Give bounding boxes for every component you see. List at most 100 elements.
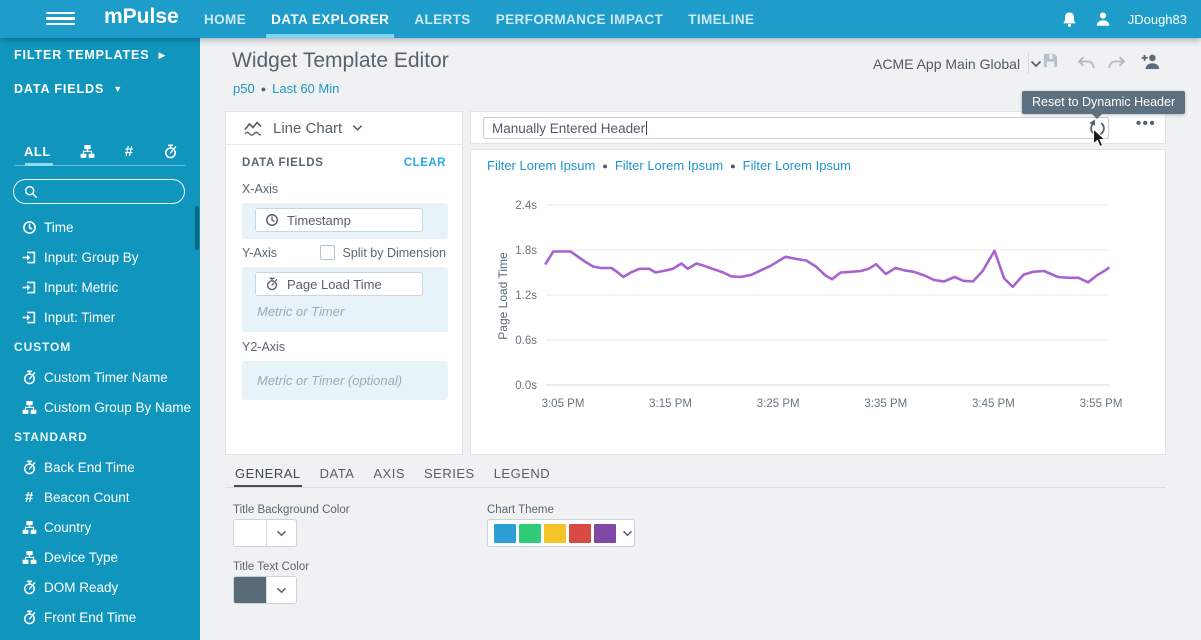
- sidebar-item-input-timer[interactable]: Input: Timer: [0, 302, 200, 332]
- chart-type-selector[interactable]: Line Chart: [226, 112, 462, 145]
- add-user-button[interactable]: [1140, 52, 1160, 70]
- theme-swatch: [544, 523, 566, 543]
- widget-header-input[interactable]: Manually Entered Header: [483, 117, 1109, 139]
- sitemap-icon: [21, 399, 37, 415]
- active-tab-underline: [25, 163, 53, 166]
- svg-text:3:25 PM: 3:25 PM: [757, 398, 800, 410]
- sidebar-item-beacon-count[interactable]: # Beacon Count: [0, 482, 200, 512]
- sidebar-item-custom-timer-name[interactable]: Custom Timer Name: [0, 362, 200, 392]
- split-by-dimension-label: Split by Dimension: [342, 245, 446, 260]
- sidebar-tabs: ALL #: [24, 138, 178, 164]
- sidebar-item-back-end-time[interactable]: Back End Time: [0, 452, 200, 482]
- sidebar-item-country[interactable]: Country: [0, 512, 200, 542]
- filter-chip-3[interactable]: Filter Lorem Ipsum: [742, 158, 851, 173]
- search-input[interactable]: [13, 179, 185, 204]
- save-button[interactable]: [1042, 52, 1059, 69]
- svg-text:3:15 PM: 3:15 PM: [649, 398, 692, 410]
- undo-button[interactable]: [1076, 55, 1095, 70]
- app-selector-value: ACME App Main Global: [873, 56, 1021, 72]
- settings-tabs-rule: [225, 487, 1166, 488]
- settings-tab-axis[interactable]: AXIS: [373, 466, 406, 481]
- sidebar: FILTER TEMPLATES ▶ DATA FIELDS ▼ ALL # Time…: [0, 38, 200, 640]
- split-by-dimension-checkbox[interactable]: [320, 245, 336, 260]
- settings-tabs: GENERAL DATA AXIS SERIES LEGEND: [234, 466, 551, 488]
- y-axis-field[interactable]: Page Load Time: [255, 272, 423, 296]
- percentile-label: p50: [233, 81, 255, 96]
- sidebar-item-input-group-by[interactable]: Input: Group By: [0, 242, 200, 272]
- y2-axis-dropzone[interactable]: Metric or Timer (optional): [242, 361, 448, 400]
- svg-text:3:45 PM: 3:45 PM: [972, 398, 1015, 410]
- line-chart[interactable]: 0.0s 0.6s 1.2s 1.8s 2.4s 3:05 PM 3:15 PM 3:25 P…: [471, 150, 1167, 456]
- more-menu-button[interactable]: •••: [1135, 115, 1157, 132]
- text-caret: [646, 121, 648, 135]
- nav-item-data-explorer[interactable]: DATA EXPLORER: [266, 0, 395, 38]
- sidebar-item-time[interactable]: Time: [0, 212, 200, 242]
- clear-button[interactable]: CLEAR: [403, 157, 446, 169]
- separator-dot: ●: [260, 83, 267, 94]
- sidebar-scrollbar-thumb[interactable]: [195, 206, 199, 250]
- nav-item-timeline[interactable]: TIMELINE: [688, 11, 755, 27]
- sitemap-icon: [21, 519, 37, 535]
- sidebar-tab-group-bys-sitemap-icon[interactable]: [80, 144, 95, 159]
- input-icon: [21, 249, 37, 265]
- nav-item-performance-impact[interactable]: PERFORMANCE IMPACT: [495, 11, 664, 27]
- x-axis-field[interactable]: Timestamp: [255, 208, 423, 232]
- filter-templates-label: FILTER TEMPLATES: [14, 48, 150, 62]
- sidebar-section-custom: CUSTOM: [14, 340, 72, 354]
- nav-items: HOME DATA EXPLORER ALERTS PERFORMANCE IMPAC…: [201, 0, 757, 38]
- redo-button[interactable]: [1108, 55, 1127, 70]
- sidebar-tab-timers-timer-icon[interactable]: [163, 143, 178, 159]
- nav-item-alerts[interactable]: ALERTS: [414, 11, 471, 27]
- sidebar-item-dom-ready[interactable]: DOM Ready: [0, 572, 200, 602]
- settings-tab-data[interactable]: DATA: [319, 466, 355, 481]
- app-selector[interactable]: ACME App Main Global: [873, 51, 1042, 77]
- svg-text:1.8s: 1.8s: [515, 245, 537, 257]
- title-text-color-label: Title Text Color: [233, 561, 310, 573]
- nav-item-home[interactable]: HOME: [204, 11, 247, 27]
- sidebar-item-isp[interactable]: ISP: [0, 632, 200, 640]
- time-range-label: Last 60 Min: [272, 81, 340, 96]
- y2-axis-placeholder: Metric or Timer (optional): [257, 373, 403, 388]
- x-axis-dropzone[interactable]: Timestamp: [242, 203, 448, 239]
- title-text-color-picker[interactable]: [233, 576, 297, 604]
- filter-chip-2[interactable]: Filter Lorem Ipsum: [614, 158, 724, 173]
- hamburger-menu-icon[interactable]: [46, 12, 75, 26]
- sidebar-tab-metrics-hash-icon[interactable]: #: [124, 142, 134, 160]
- chart-theme-picker[interactable]: [487, 519, 635, 547]
- page-subtitle: p50 ● Last 60 Min: [233, 81, 339, 96]
- filter-chip-1[interactable]: Filter Lorem Ipsum: [487, 158, 596, 173]
- sidebar-item-custom-group-by-name[interactable]: Custom Group By Name: [0, 392, 200, 422]
- settings-tab-general[interactable]: GENERAL: [234, 466, 302, 488]
- title-background-color-label: Title Background Color: [233, 504, 350, 516]
- data-fields-header[interactable]: DATA FIELDS ▼: [14, 82, 123, 96]
- y-axis-dropzone[interactable]: Page Load Time Metric or Timer: [242, 267, 448, 332]
- settings-tab-series[interactable]: SERIES: [424, 466, 475, 481]
- theme-swatch: [594, 523, 616, 543]
- sidebar-item-device-type[interactable]: Device Type: [0, 542, 200, 572]
- title-background-color-picker[interactable]: [233, 519, 297, 547]
- sidebar-item-front-end-time[interactable]: Front End Time: [0, 602, 200, 632]
- sidebar-item-input-metric[interactable]: Input: Metric: [0, 272, 200, 302]
- username-label[interactable]: JDough83: [1127, 11, 1187, 27]
- chevron-down-icon: [622, 530, 633, 537]
- mouse-cursor: [1092, 127, 1107, 149]
- svg-text:1.2s: 1.2s: [515, 290, 537, 302]
- sidebar-tab-all[interactable]: ALL: [24, 143, 51, 159]
- widget-header-bar: Manually Entered Header •••: [470, 111, 1166, 144]
- stopwatch-icon: [265, 277, 279, 291]
- sitemap-icon: [21, 549, 37, 565]
- user-avatar-icon[interactable]: [1094, 10, 1112, 28]
- theme-swatch: [519, 523, 541, 543]
- nav-right: JDough83: [1061, 0, 1187, 38]
- page-title: Widget Template Editor: [232, 49, 449, 72]
- toolbar-divider: [1028, 53, 1029, 74]
- settings-tab-legend[interactable]: LEGEND: [493, 466, 551, 481]
- notifications-bell-icon[interactable]: [1061, 10, 1078, 28]
- clock-icon: [265, 213, 279, 227]
- separator-dot: ●: [730, 160, 736, 171]
- svg-text:0.0s: 0.0s: [515, 380, 537, 392]
- svg-text:3:55 PM: 3:55 PM: [1080, 398, 1123, 410]
- tooltip: Reset to Dynamic Header: [1022, 91, 1186, 119]
- filter-templates-header[interactable]: FILTER TEMPLATES ▶: [14, 48, 166, 62]
- brand-logo[interactable]: mPulse: [104, 5, 179, 28]
